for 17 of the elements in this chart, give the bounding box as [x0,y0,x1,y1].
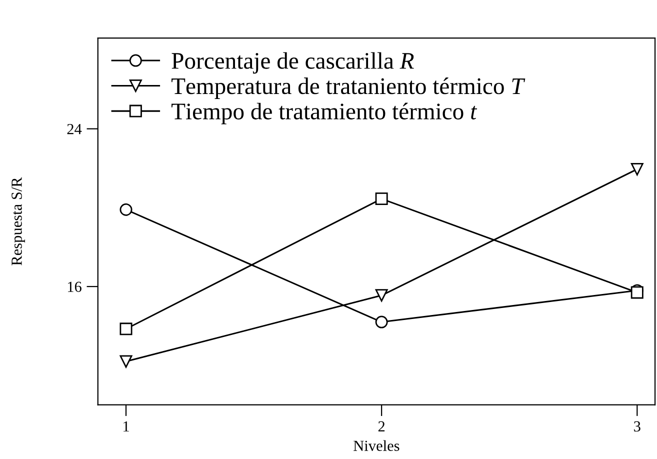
y-tick-label: 16 [68,282,82,292]
x-tick-label: 2 [378,421,385,432]
point [375,192,388,206]
point [120,355,132,368]
point [375,316,388,328]
point [120,203,132,216]
x-tick-label: 3 [634,421,640,432]
point [630,162,644,176]
legend-label: Porcentaje de cascarilla R [172,52,414,74]
x-axis-title: Niveles [354,440,400,451]
point [120,322,132,336]
legend-label: Tiempo de tratamiento térmico t [172,102,478,124]
legend-label: Temperatura de trataniento térmico T [172,78,526,99]
y-axis-title: Respuesta S/R [12,177,25,266]
x-tick-label: 1 [124,421,129,432]
point [375,289,388,302]
y-tick-label: 24 [67,124,82,134]
